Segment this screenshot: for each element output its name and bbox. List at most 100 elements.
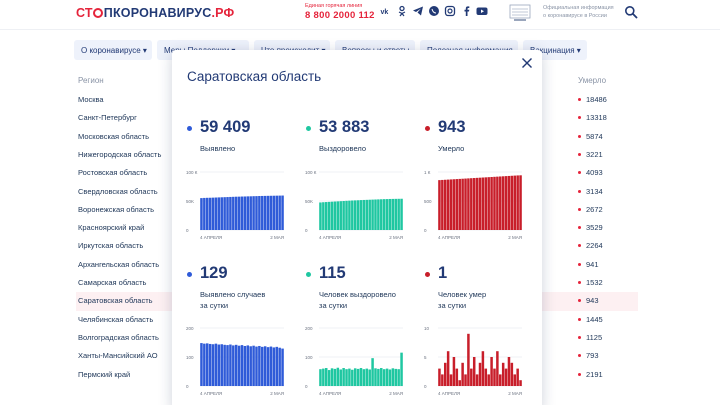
- chart-bar: [478, 177, 482, 230]
- region-deaths-value: 3529: [586, 223, 603, 233]
- facebook-icon[interactable]: [460, 5, 472, 17]
- telegram-icon[interactable]: [412, 5, 424, 17]
- region-name: Санкт-Петербург: [78, 113, 137, 123]
- chart-bar: [237, 196, 241, 230]
- chart-bar: [493, 176, 496, 230]
- official-info-line1: Официальная информация: [543, 5, 614, 11]
- deaths-dot: [578, 116, 581, 120]
- chart-bar: [356, 200, 360, 230]
- nav-about-coronavirus[interactable]: О коронавирусе ▾: [74, 40, 152, 60]
- chart-bar: [449, 179, 453, 230]
- chart-bar: [519, 380, 522, 386]
- close-icon[interactable]: [520, 56, 534, 70]
- table-row[interactable]: Ханты-Мансийский АО 793: [76, 347, 638, 365]
- chart-bar: [380, 199, 383, 230]
- hotline[interactable]: Единая горячая линия 8 800 2000 112: [305, 3, 375, 21]
- deaths-dot: [578, 262, 581, 266]
- chart-bar: [330, 368, 334, 386]
- chart-bar: [516, 368, 519, 386]
- chart-bar: [203, 343, 206, 386]
- table-row[interactable]: Пермский край 2191: [76, 366, 638, 384]
- chart-bar: [394, 368, 398, 386]
- region-deaths-value: 4093: [586, 168, 603, 178]
- table-row[interactable]: Свердловская область 3134: [76, 183, 638, 201]
- chart-bar: [258, 196, 261, 230]
- hotline-phone[interactable]: 8 800 2000 112: [305, 10, 375, 21]
- table-row[interactable]: Московская область 5874: [76, 128, 638, 146]
- chart-bar: [467, 178, 470, 230]
- table-row[interactable]: Москва 18486: [76, 91, 638, 109]
- chart-bar: [464, 374, 467, 386]
- table-row[interactable]: Нижегородская область 3221: [76, 146, 638, 164]
- table-row[interactable]: Ростовская область 4093: [76, 164, 638, 182]
- chart-bar: [368, 199, 371, 230]
- chart-bar: [229, 344, 232, 386]
- deaths-dot: [578, 189, 581, 193]
- chart-bar: [382, 369, 386, 386]
- chart-bar: [362, 369, 366, 386]
- search-icon[interactable]: [624, 5, 638, 19]
- table-row[interactable]: Челябинская область 1445: [76, 311, 638, 329]
- chart-y-tick: 0: [186, 384, 189, 389]
- chart-bar: [458, 380, 461, 386]
- metric-value: 129: [200, 264, 228, 282]
- region-name: Иркутская область: [78, 241, 144, 251]
- chart-y-tick: 0: [305, 228, 308, 233]
- chart-bar: [368, 369, 371, 386]
- chart-bar: [324, 368, 328, 386]
- chart-bar: [452, 357, 456, 386]
- metric-dot: [306, 272, 311, 277]
- chart-recovered-daily: 200 100 0 4 АПРЕЛЯ 2 МАЯ: [305, 326, 403, 396]
- region-name: Красноярский край: [78, 223, 145, 233]
- youtube-icon[interactable]: [476, 5, 488, 17]
- table-header-deaths: Умерло: [578, 76, 607, 85]
- viber-icon[interactable]: [428, 5, 440, 17]
- chart-bar: [449, 374, 453, 386]
- chart-bar: [252, 345, 255, 386]
- chart-y-tick: 0: [424, 228, 427, 233]
- region-name: Ханты-Мансийский АО: [78, 351, 158, 361]
- table-header-region: Регион: [78, 76, 104, 85]
- chart-bar: [391, 368, 395, 386]
- vk-icon[interactable]: vk: [380, 5, 392, 17]
- chart-bar: [208, 197, 212, 230]
- chart-bar: [507, 357, 511, 386]
- table-row[interactable]: Иркутская область 2264: [76, 237, 638, 255]
- metric-value: 59 409: [200, 118, 251, 136]
- chart-bar: [441, 179, 444, 230]
- table-row[interactable]: Волгоградская область 1125: [76, 329, 638, 347]
- chart-bar: [249, 346, 252, 386]
- table-row[interactable]: Архангельская область 941: [76, 256, 638, 274]
- chart-bar: [490, 176, 493, 230]
- official-info-line2: о коронавирусе в России: [543, 13, 607, 19]
- chart-bar: [220, 197, 223, 230]
- chart-bar: [467, 333, 470, 386]
- table-row[interactable]: Воронежская область 2672: [76, 201, 638, 219]
- chart-bar: [211, 344, 215, 386]
- chart-bar: [275, 346, 279, 386]
- modal-title: Саратовская область: [187, 69, 322, 84]
- chart-bar: [365, 199, 369, 230]
- chart-bar: [275, 195, 279, 230]
- chart-y-tick: 500: [424, 199, 432, 204]
- ok-icon[interactable]: [396, 5, 408, 17]
- chart-bar: [487, 374, 490, 386]
- chart-bar: [496, 176, 499, 230]
- chart-bar: [266, 195, 270, 230]
- deaths-dot: [578, 335, 581, 339]
- chart-bar: [461, 362, 464, 386]
- chart-y-tick: 10: [424, 326, 430, 331]
- chart-bar: [359, 368, 363, 386]
- chart-bar: [269, 346, 273, 386]
- table-row[interactable]: Красноярский край 3529: [76, 219, 638, 237]
- site-logo[interactable]: СТ ПКОРОНАВИРУС.РФ: [76, 6, 234, 20]
- chart-bar: [377, 368, 380, 386]
- chart-bar: [217, 197, 221, 230]
- chart-bar: [223, 344, 226, 386]
- chart-bar: [458, 178, 461, 230]
- table-row[interactable]: Санкт-Петербург 13318: [76, 109, 638, 127]
- table-row[interactable]: Самарская область 1532: [76, 274, 638, 292]
- chart-deaths: 1 К 500 0 4 АПРЕЛЯ 2 МАЯ: [424, 170, 522, 240]
- instagram-icon[interactable]: [444, 5, 456, 17]
- chart-bar: [266, 347, 270, 386]
